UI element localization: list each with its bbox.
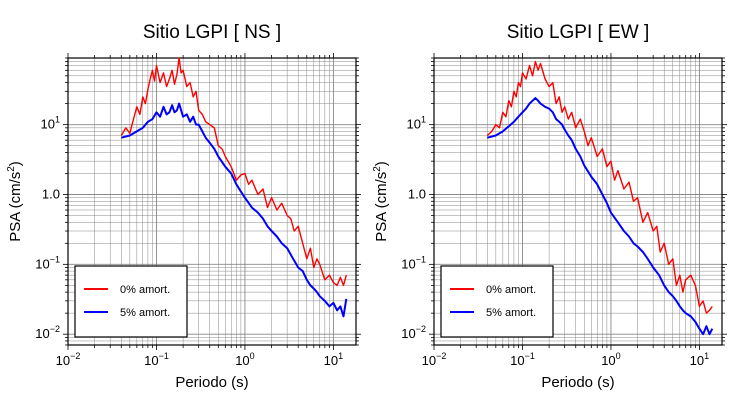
y-tick-label: 101	[407, 115, 426, 132]
plot-frame	[67, 57, 357, 346]
legend-box	[440, 265, 554, 338]
legend: 0% amort. 5% amort.	[440, 265, 554, 338]
y-tick-label: 101	[41, 115, 60, 132]
x-tick-label: 10−2	[56, 351, 81, 368]
y-axis-label: PSA (cm/s2)	[6, 161, 24, 242]
x-tick-label: 10−1	[144, 351, 169, 368]
legend: 0% amort. 5% amort.	[74, 265, 188, 338]
x-axis-label: Periodo (s)	[541, 374, 614, 391]
legend-label: 5% amort.	[486, 307, 536, 319]
x-tick-label: 100	[601, 351, 620, 368]
legend-box	[74, 265, 188, 338]
series-line-undamped	[486, 60, 713, 314]
y-tick-label: 1.0	[408, 186, 426, 201]
chart-panel-1: Sitio LGPI [ NS ] 10−2 10−1 100 101 10−2 10−1 1…	[6, 22, 361, 391]
legend-label: 5% amort.	[120, 307, 170, 319]
x-tick-label: 101	[324, 351, 343, 368]
x-axis-label: Periodo (s)	[175, 374, 248, 391]
y-tick-label: 10−1	[401, 254, 426, 271]
y-tick-label: 10−2	[401, 324, 426, 341]
y-tick-label: 10−1	[35, 254, 60, 271]
chart-panel-2: Sitio LGPI [ EW ] 10−2 10−1 100 101 10−2 10−1 1…	[372, 22, 727, 391]
y-tick-label: 10−2	[35, 324, 60, 341]
y-axis-label: PSA (cm/s2)	[372, 161, 390, 242]
legend-label: 0% amort.	[120, 284, 170, 296]
plot-frame	[433, 57, 723, 346]
series-line-damped	[487, 97, 714, 336]
chart-title: Sitio LGPI [ EW ]	[507, 22, 650, 43]
y-tick-label: 1.0	[42, 186, 60, 201]
x-tick-label: 10−2	[422, 351, 447, 368]
legend-label: 0% amort.	[486, 284, 536, 296]
x-tick-label: 101	[690, 351, 709, 368]
series-line-undamped	[120, 57, 347, 287]
chart-title: Sitio LGPI [ NS ]	[143, 22, 281, 43]
x-tick-label: 100	[235, 351, 254, 368]
series-line-damped	[121, 102, 348, 318]
x-tick-label: 10−1	[510, 351, 535, 368]
